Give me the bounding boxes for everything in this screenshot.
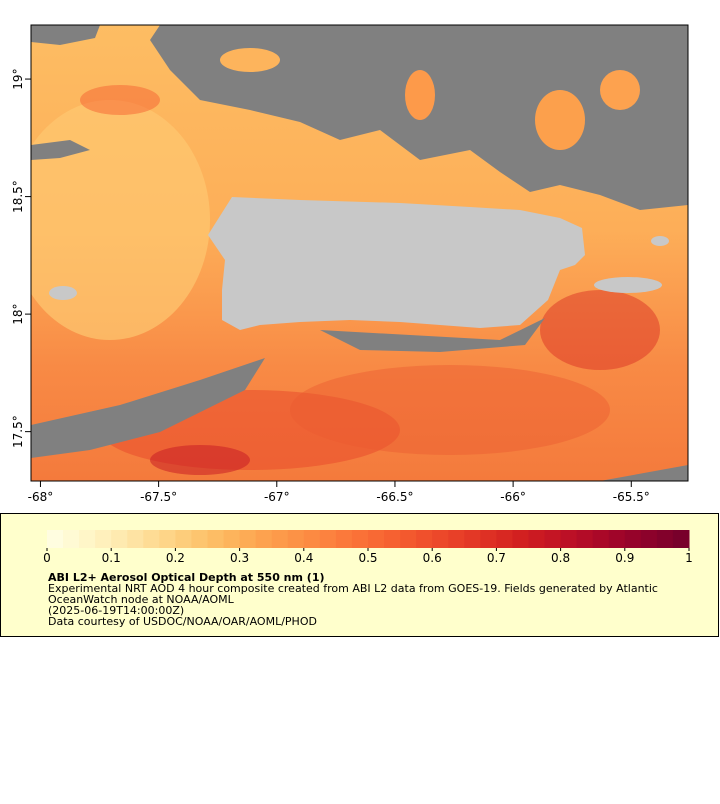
colorbar-step — [79, 530, 96, 548]
colorbar-step — [127, 530, 144, 548]
colorbar-step — [512, 530, 529, 548]
colorbar-step — [448, 530, 465, 548]
legend-description: Experimental NRT AOD 4 hour composite cr… — [48, 582, 658, 595]
map-frame — [30, 24, 689, 482]
colorbar-step — [95, 530, 112, 548]
x-tick-label: -67° — [264, 490, 290, 504]
colorbar-step — [544, 530, 562, 548]
x-tick-label: -65.5° — [613, 490, 650, 504]
colorbar-step — [143, 530, 160, 548]
legend-description: (2025-06-19T14:00:00Z) — [48, 604, 184, 617]
y-tick-label: 18.5° — [11, 180, 25, 213]
colorbar-tick-label: 0.5 — [358, 551, 377, 565]
x-tick-label: -67.5° — [140, 490, 177, 504]
colorbar-step — [111, 530, 128, 548]
colorbar-step — [656, 530, 674, 548]
colorbar-step — [271, 530, 289, 548]
colorbar-step — [480, 530, 497, 548]
colorbar-step — [207, 530, 225, 548]
colorbar-tick-label: 0.6 — [423, 551, 442, 565]
colorbar-step — [576, 530, 594, 548]
x-tick-label: -68° — [28, 490, 54, 504]
colorbar-tick-label: 0 — [43, 551, 51, 565]
x-tick-label: -66.5° — [376, 490, 413, 504]
colorbar-step — [335, 530, 353, 548]
colorbar-step — [608, 530, 626, 548]
colorbar-step — [303, 530, 321, 548]
colorbar-step — [432, 530, 449, 548]
colorbar-step — [640, 530, 658, 548]
colorbar-step — [63, 530, 80, 548]
colorbar-step — [384, 530, 401, 548]
y-tick-label: 18° — [11, 303, 25, 324]
colorbar-step — [223, 530, 241, 548]
legend-title: ABI L2+ Aerosol Optical Depth at 550 nm … — [48, 571, 325, 584]
map-field — [31, 25, 688, 481]
legend-description: OceanWatch node at NOAA/AOML — [48, 593, 235, 606]
colorbar-step — [464, 530, 481, 548]
colorbar-tick-label: 1 — [685, 551, 693, 565]
colorbar-step — [560, 530, 578, 548]
colorbar-step — [255, 530, 273, 548]
colorbar-step — [416, 530, 433, 548]
colorbar-step — [400, 530, 417, 548]
colorbar-step — [672, 530, 690, 548]
colorbar-tick-label: 0.3 — [230, 551, 249, 565]
colorbar-tick-label: 0.9 — [615, 551, 634, 565]
colorbar-step — [287, 530, 305, 548]
colorbar-tick-label: 0.8 — [551, 551, 570, 565]
colorbar-step — [624, 530, 642, 548]
colorbar-step — [592, 530, 610, 548]
colorbar-step — [351, 530, 369, 548]
colorbar-step — [528, 530, 546, 548]
x-tick-label: -66° — [500, 490, 526, 504]
colorbar-step — [175, 530, 192, 548]
colorbar-step — [319, 530, 337, 548]
colorbar-tick-label: 0.7 — [487, 551, 506, 565]
colorbar-tick-label: 0.1 — [102, 551, 121, 565]
colorbar-tick-label: 0.2 — [166, 551, 185, 565]
colorbar-step — [496, 530, 513, 548]
colorbar-step — [47, 530, 64, 548]
y-tick-label: 19° — [11, 68, 25, 89]
y-tick-label: 17.5° — [11, 415, 25, 448]
colorbar-step — [368, 530, 385, 548]
colorbar-step — [239, 530, 257, 548]
legend-description: Data courtesy of USDOC/NOAA/OAR/AOML/PHO… — [48, 615, 317, 628]
colorbar-step — [191, 530, 208, 548]
colorbar-tick-label: 0.4 — [294, 551, 313, 565]
colorbar-step — [159, 530, 176, 548]
